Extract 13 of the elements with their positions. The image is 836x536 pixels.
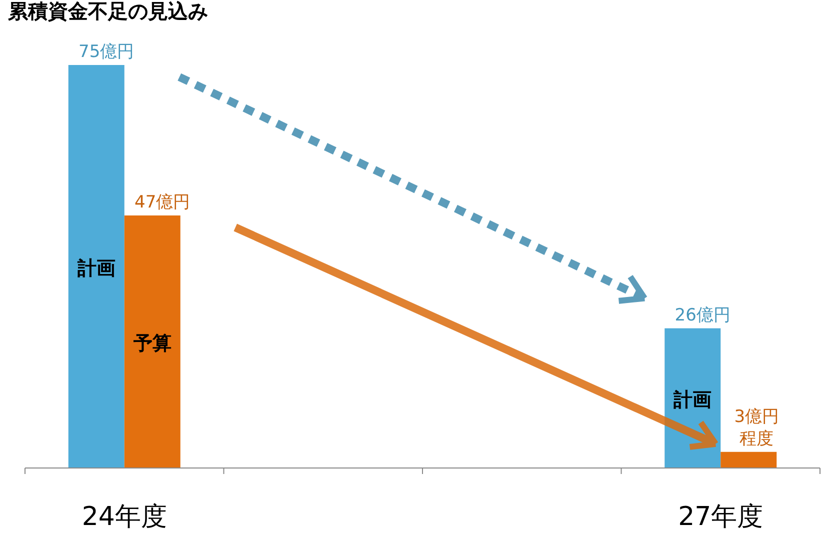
x-tick-label: 27年度 [678,502,764,532]
bar [124,215,180,468]
data-label: 26億円 [674,305,730,326]
text: 計画 [674,389,712,412]
x-tick-label: 24年度 [82,502,167,532]
bar [68,65,124,468]
data-label: 47億円 [134,192,190,212]
series-label: 予算 [132,332,172,355]
bar [720,452,777,468]
data-label: 75億円 [78,42,134,62]
series-label: 計画 [76,258,116,280]
chart-title: 累積資金不足の見込み [7,0,208,23]
data-label: 3億円程度 [734,406,780,449]
